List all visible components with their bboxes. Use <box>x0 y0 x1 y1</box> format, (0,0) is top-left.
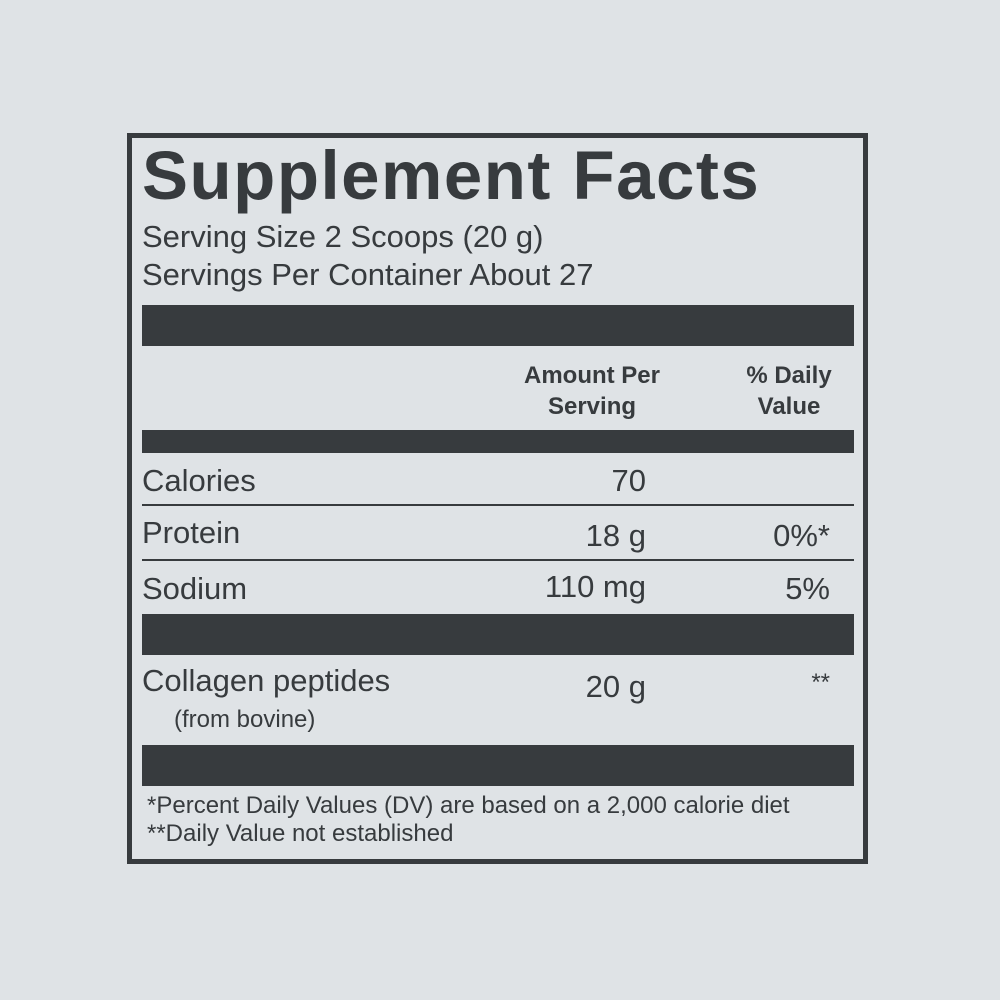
row-name: Collagen peptides <box>142 663 391 698</box>
footnote: **Daily Value not established <box>147 820 454 847</box>
row-dv: 0%* <box>773 518 830 553</box>
thick-divider <box>142 614 854 655</box>
medium-divider <box>142 430 854 453</box>
amount-header: Amount Per Serving <box>492 360 692 422</box>
row-name: Sodium <box>142 571 248 606</box>
servings-per-container: Servings Per Container About 27 <box>142 257 594 292</box>
row-amount: 18 g <box>585 518 646 553</box>
thick-divider <box>142 745 854 786</box>
panel-title: Supplement Facts <box>142 137 761 214</box>
row-dv: 5% <box>785 571 830 606</box>
dv-header-line1: % Daily <box>746 362 832 389</box>
thick-divider <box>142 305 854 346</box>
row-amount: 70 <box>611 463 646 498</box>
row-name: Calories <box>142 463 256 498</box>
footnote: *Percent Daily Values (DV) are based on … <box>147 792 790 819</box>
row-subname: (from bovine) <box>174 706 316 733</box>
row-name: Protein <box>142 515 241 550</box>
dv-header-line2: Value <box>757 393 821 420</box>
daily-value-header: % Daily Value <box>719 360 859 422</box>
row-dv: ** <box>811 669 830 696</box>
row-amount: 110 mg <box>544 569 646 604</box>
serving-size: Serving Size 2 Scoops (20 g) <box>142 219 544 254</box>
row-amount: 20 g <box>585 669 646 704</box>
row-divider <box>142 504 854 506</box>
row-divider <box>142 559 854 561</box>
amount-header-line2: Serving <box>547 393 637 420</box>
supplement-facts-panel <box>127 133 868 864</box>
amount-header-line1: Amount Per <box>523 362 660 389</box>
